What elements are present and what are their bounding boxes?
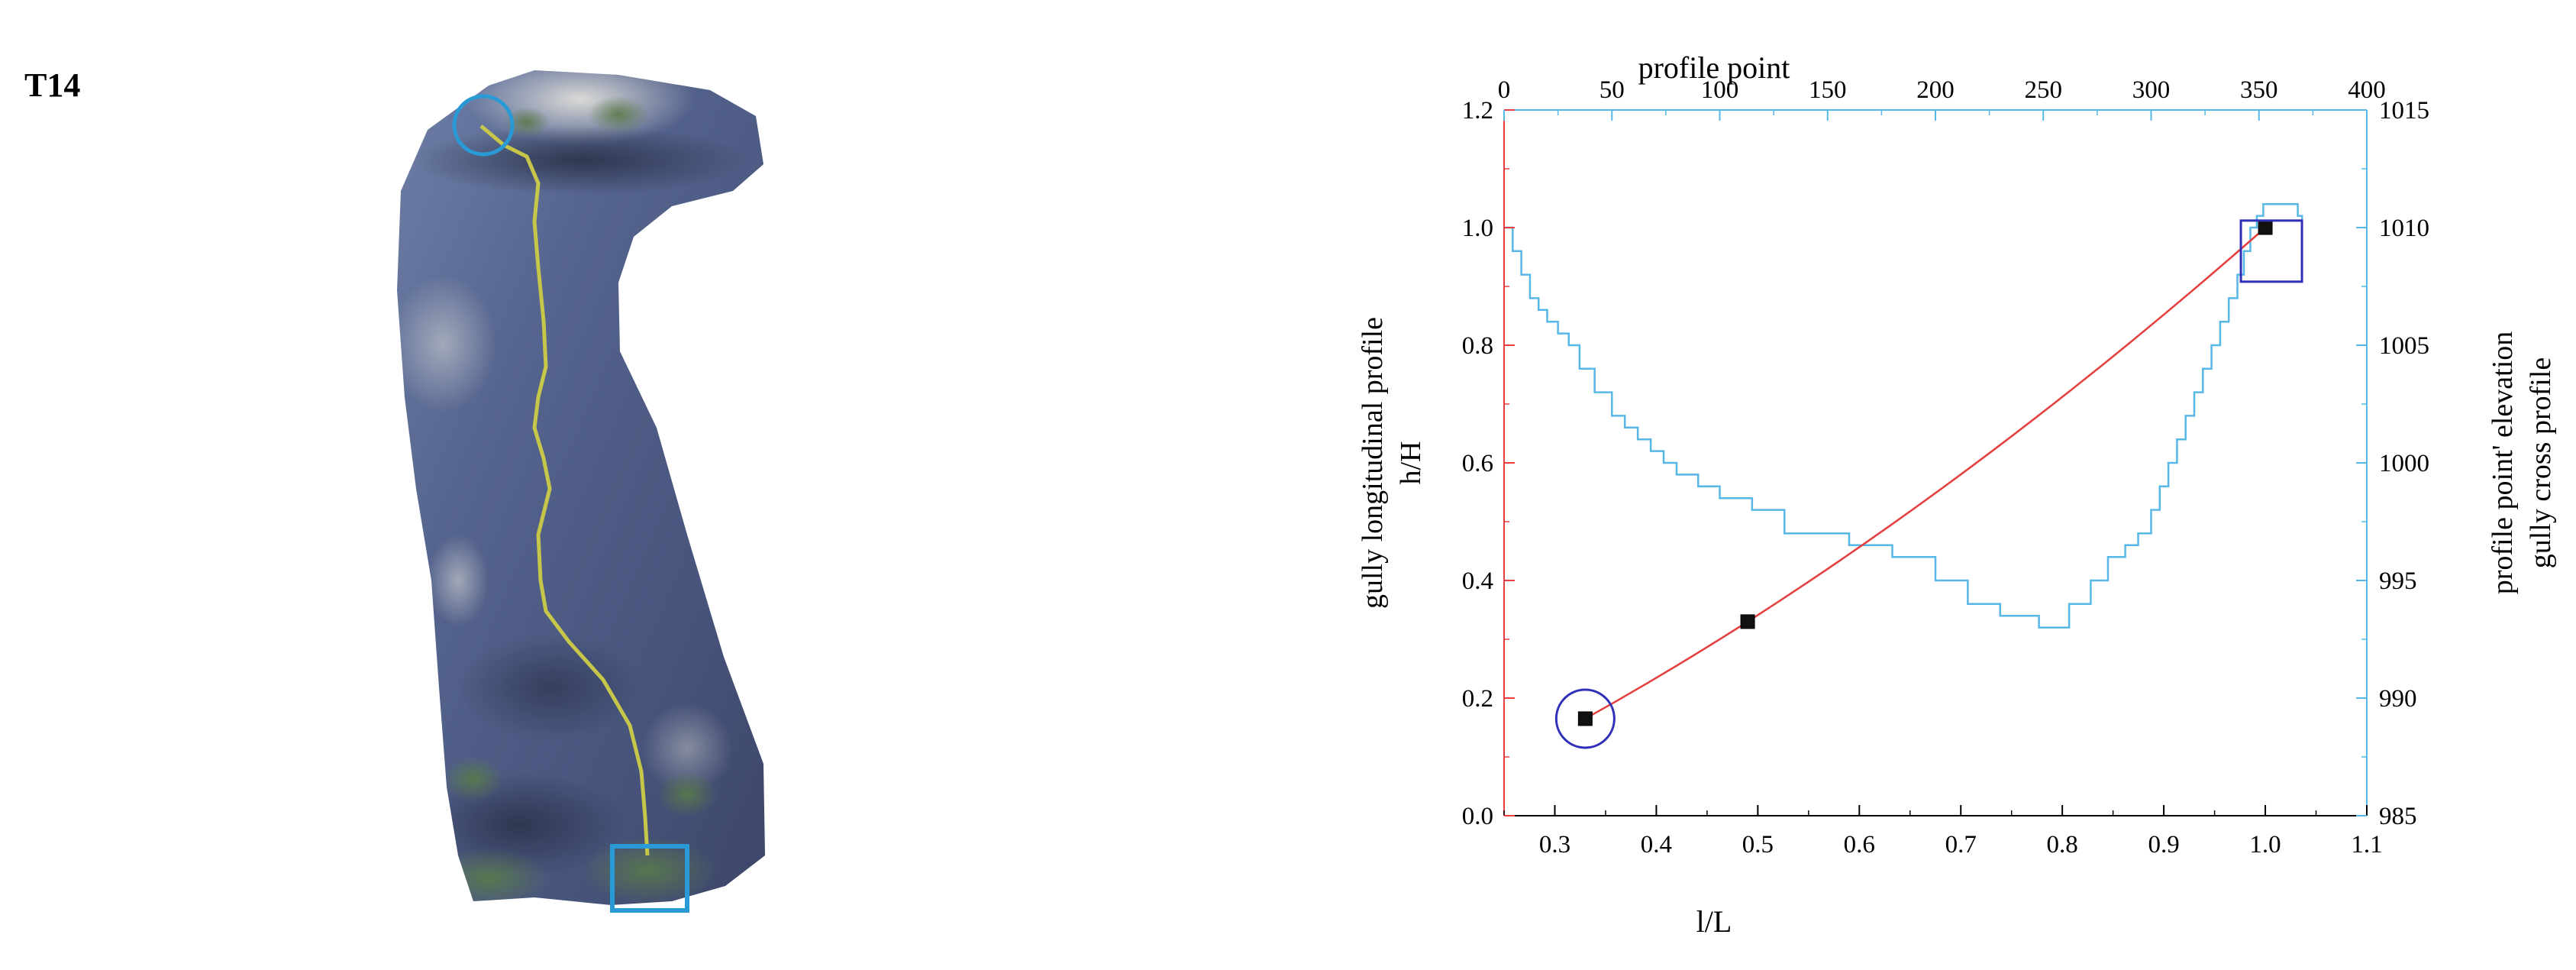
y-right-tick-label: 990 [2379,685,2417,713]
y-right-tick-label: 995 [2379,567,2417,595]
y-right-tick-label: 1005 [2379,332,2429,360]
top-tick-label: 200 [1916,76,1955,104]
y-right-tick-label: 985 [2379,803,2417,830]
top-tick-label: 350 [2240,76,2278,104]
x-tick-label: 0.5 [1742,831,1774,858]
x-tick-label: 0.8 [2047,831,2078,858]
top-tick-label: 300 [2132,76,2171,104]
x-tick-label: 0.6 [1844,831,1875,858]
y-right-tick-label: 1010 [2379,215,2429,242]
data-point-marker [1577,711,1593,726]
plot-frame [1503,109,2368,816]
marker-layer [1577,220,2273,726]
top-tick-label: 250 [2025,76,2063,104]
outlet-square-annotation [2239,219,2303,283]
top-tick-label: 0 [1498,76,1511,104]
gully-aerial-image [397,70,765,913]
right-axis-title-outer: gully cross profile [2525,357,2557,569]
x-tick-label: 0.7 [1945,831,1977,858]
gully-outlet-square [610,844,689,913]
longitudinal-profile-line [1584,227,2266,720]
y-left-tick-label: 0.6 [1462,450,1493,477]
thalweg-line [479,124,650,856]
y-left-tick-label: 0.2 [1462,685,1493,713]
tick-layer: 0.3 0.4 0.5 0.6 0.7 0.8 0.9 1.0 1.1 0.0 0.2 0.4 0.6 0… [1462,76,2429,858]
y-right-tick-label: 1000 [2379,450,2429,477]
aerial-terrain [397,70,765,905]
gully-head-circle [452,94,515,157]
left-axis-title-outer: gully longitudinal profile [1357,317,1389,609]
bottom-axis-title: l/L [1696,904,1732,939]
top-axis-title: profile point [1638,50,1790,85]
cross-profile-layer [1504,202,2303,629]
data-point-marker [2258,220,2273,235]
right-axis-title-inner: profile point' elevation [2487,331,2519,595]
x-tick-label: 0.4 [1641,831,1672,858]
y-left-tick-label: 0.0 [1462,803,1493,830]
left-axis-title-inner: h/H [1395,441,1427,485]
top-tick-label: 400 [2348,76,2386,104]
top-tick-label: 50 [1600,76,1625,104]
y-left-tick-label: 1.0 [1462,215,1493,242]
data-point-marker [1740,614,1755,629]
y-right-tick-label: 1015 [2379,97,2429,124]
y-left-tick-label: 1.2 [1462,97,1493,124]
x-tick-label: 0.3 [1539,831,1570,858]
top-tick-label: 150 [1809,76,1847,104]
y-left-tick-label: 0.4 [1462,567,1493,595]
longitudinal-profile-layer [1584,227,2266,720]
top-tick-label: 100 [1701,76,1739,104]
head-circle-annotation [1554,688,1616,749]
x-tick-label: 0.9 [2148,831,2179,858]
annotation-layer [1554,219,2303,749]
cross-profile-line [1504,202,2303,629]
profile-chart: 0.3 0.4 0.5 0.6 0.7 0.8 0.9 1.0 1.1 0.0 0.2 0.4 0.6 0… [1357,50,2557,939]
y-left-tick-label: 0.8 [1462,332,1493,360]
x-tick-label: 1.1 [2351,831,2382,858]
x-tick-label: 1.0 [2249,831,2281,858]
panel-label: T14 [24,66,81,104]
